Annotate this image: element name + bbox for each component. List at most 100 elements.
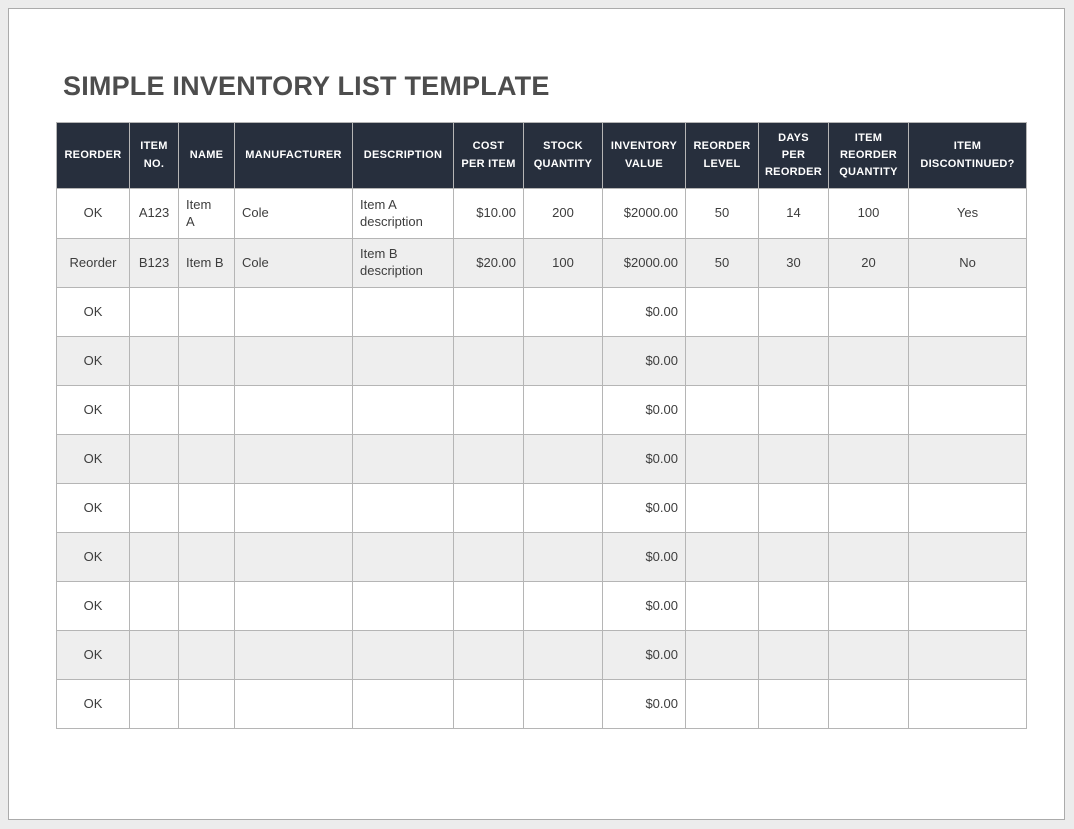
- header-row: REORDER ITEM NO. NAME MANUFACTURER DESCRIPTI…: [56, 122, 1027, 189]
- table-row: OK $0.00: [56, 287, 1027, 337]
- cell-reorder_level: 50: [685, 238, 759, 288]
- cell-reorder_level: [685, 434, 759, 484]
- cell-name: [178, 385, 235, 435]
- cell-item_no: [129, 630, 179, 680]
- cell-reorder: OK: [56, 287, 130, 337]
- cell-description: Item A description: [352, 188, 454, 239]
- cell-name: [178, 336, 235, 386]
- cell-days_per_reorder: [758, 679, 829, 729]
- inventory-table: REORDER ITEM NO. NAME MANUFACTURER DESCRIPTI…: [56, 122, 1027, 729]
- cell-reorder_level: [685, 336, 759, 386]
- cell-name: Item B: [178, 238, 235, 288]
- cell-item_reorder_quantity: [828, 483, 909, 533]
- cell-reorder: OK: [56, 188, 130, 239]
- cell-item_discontinued: [908, 630, 1027, 680]
- cell-description: [352, 679, 454, 729]
- cell-item_discontinued: [908, 679, 1027, 729]
- cell-item_no: B123: [129, 238, 179, 288]
- cell-manufacturer: [234, 581, 353, 631]
- cell-item_no: [129, 483, 179, 533]
- cell-item_no: [129, 287, 179, 337]
- cell-item_discontinued: No: [908, 238, 1027, 288]
- cell-inventory_value: $2000.00: [602, 188, 686, 239]
- cell-item_discontinued: [908, 287, 1027, 337]
- column-header-reorder: REORDER: [56, 122, 130, 189]
- cell-item_reorder_quantity: [828, 630, 909, 680]
- cell-inventory_value: $0.00: [602, 434, 686, 484]
- cell-stock_quantity: 200: [523, 188, 603, 239]
- column-header-stock_quantity: STOCK QUANTITY: [523, 122, 603, 189]
- cell-item_no: A123: [129, 188, 179, 239]
- table-row: OK $0.00: [56, 385, 1027, 435]
- column-header-item_discontinued: ITEM DISCONTINUED?: [908, 122, 1027, 189]
- cell-stock_quantity: [523, 483, 603, 533]
- column-header-manufacturer: MANUFACTURER: [234, 122, 353, 189]
- cell-days_per_reorder: 14: [758, 188, 829, 239]
- cell-cost_per_item: [453, 336, 524, 386]
- cell-days_per_reorder: [758, 287, 829, 337]
- cell-cost_per_item: $10.00: [453, 188, 524, 239]
- cell-days_per_reorder: [758, 581, 829, 631]
- cell-days_per_reorder: [758, 483, 829, 533]
- cell-item_reorder_quantity: 20: [828, 238, 909, 288]
- cell-cost_per_item: [453, 630, 524, 680]
- cell-name: [178, 287, 235, 337]
- cell-stock_quantity: [523, 287, 603, 337]
- cell-manufacturer: [234, 287, 353, 337]
- cell-name: [178, 532, 235, 582]
- cell-stock_quantity: 100: [523, 238, 603, 288]
- table-row: OK $0.00: [56, 679, 1027, 729]
- document-page: SIMPLE INVENTORY LIST TEMPLATE REORDER IT…: [8, 8, 1065, 820]
- cell-item_no: [129, 385, 179, 435]
- cell-description: [352, 385, 454, 435]
- cell-item_reorder_quantity: [828, 679, 909, 729]
- cell-reorder_level: [685, 581, 759, 631]
- cell-reorder: OK: [56, 336, 130, 386]
- table-row: OK $0.00: [56, 581, 1027, 631]
- page-title: SIMPLE INVENTORY LIST TEMPLATE: [63, 71, 550, 101]
- cell-item_no: [129, 532, 179, 582]
- table-row: OK $0.00: [56, 483, 1027, 533]
- cell-days_per_reorder: [758, 385, 829, 435]
- cell-name: [178, 483, 235, 533]
- cell-description: [352, 336, 454, 386]
- cell-description: Item B description: [352, 238, 454, 288]
- cell-description: [352, 434, 454, 484]
- cell-reorder: OK: [56, 434, 130, 484]
- cell-stock_quantity: [523, 532, 603, 582]
- cell-inventory_value: $2000.00: [602, 238, 686, 288]
- cell-description: [352, 532, 454, 582]
- column-header-item_reorder_quantity: ITEM REORDER QUANTITY: [828, 122, 909, 189]
- cell-days_per_reorder: [758, 336, 829, 386]
- cell-inventory_value: $0.00: [602, 679, 686, 729]
- table-row: OK $0.00: [56, 336, 1027, 386]
- cell-name: Item A: [178, 188, 235, 239]
- cell-stock_quantity: [523, 581, 603, 631]
- cell-description: [352, 581, 454, 631]
- cell-stock_quantity: [523, 434, 603, 484]
- cell-days_per_reorder: 30: [758, 238, 829, 288]
- cell-reorder_level: [685, 483, 759, 533]
- table-row: OK $0.00: [56, 630, 1027, 680]
- cell-item_reorder_quantity: [828, 385, 909, 435]
- cell-days_per_reorder: [758, 532, 829, 582]
- cell-item_no: [129, 434, 179, 484]
- cell-reorder: OK: [56, 581, 130, 631]
- cell-cost_per_item: [453, 385, 524, 435]
- cell-reorder: Reorder: [56, 238, 130, 288]
- cell-item_discontinued: [908, 483, 1027, 533]
- cell-name: [178, 679, 235, 729]
- table-row: OK A123 Item A Cole Item A description $10.00…: [56, 188, 1027, 239]
- cell-item_reorder_quantity: [828, 581, 909, 631]
- cell-description: [352, 483, 454, 533]
- cell-item_discontinued: [908, 385, 1027, 435]
- table-row: OK $0.00: [56, 532, 1027, 582]
- table-row: Reorder B123 Item B Cole Item B description $…: [56, 238, 1027, 288]
- cell-cost_per_item: [453, 287, 524, 337]
- cell-item_reorder_quantity: [828, 287, 909, 337]
- cell-reorder_level: [685, 532, 759, 582]
- cell-item_reorder_quantity: [828, 434, 909, 484]
- cell-cost_per_item: [453, 483, 524, 533]
- cell-item_no: [129, 336, 179, 386]
